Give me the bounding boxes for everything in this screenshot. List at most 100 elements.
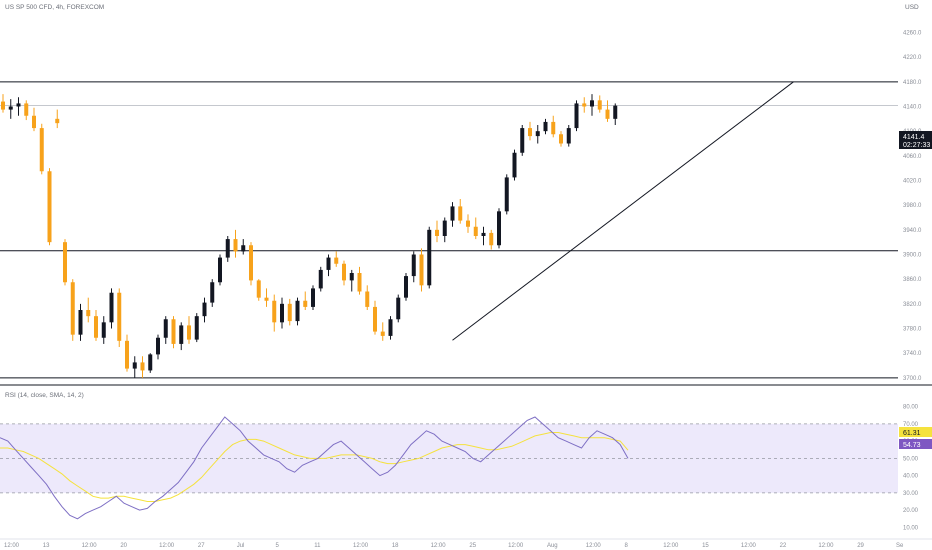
price-axis-tick: 3980.0 bbox=[903, 203, 922, 209]
price-axis-tick: 3940.0 bbox=[903, 228, 922, 234]
candle-body bbox=[551, 121, 556, 135]
candle-body bbox=[109, 292, 114, 323]
candle bbox=[187, 316, 191, 344]
candle-body bbox=[442, 220, 447, 236]
candle-body bbox=[373, 306, 377, 332]
candle-body bbox=[520, 128, 525, 153]
candle-body bbox=[140, 362, 145, 371]
candle bbox=[202, 297, 207, 323]
candle bbox=[551, 115, 556, 138]
candle-body bbox=[326, 257, 331, 270]
candle-body bbox=[24, 103, 29, 116]
price-pane[interactable] bbox=[0, 81, 932, 386]
candle bbox=[179, 322, 184, 351]
time-axis-tick: 12:00 bbox=[741, 543, 757, 549]
candle-body bbox=[86, 310, 91, 317]
candle-body bbox=[16, 103, 21, 107]
candle bbox=[318, 266, 323, 292]
candle bbox=[287, 298, 292, 326]
candle-body bbox=[94, 316, 98, 338]
chart-header: US SP 500 CFD, 4h, FOREXCOM bbox=[5, 4, 104, 11]
candle-body bbox=[481, 232, 486, 236]
candle bbox=[450, 202, 455, 227]
candle bbox=[24, 100, 29, 121]
rsi-axis-tick: 10.00 bbox=[903, 525, 919, 531]
candle bbox=[94, 310, 98, 341]
candle-body bbox=[497, 211, 501, 246]
candle-body bbox=[303, 300, 308, 307]
price-axis-tick: 3820.0 bbox=[903, 302, 922, 308]
candle bbox=[101, 316, 106, 344]
candle bbox=[489, 229, 494, 250]
candle-body bbox=[489, 232, 494, 246]
candle bbox=[342, 260, 346, 286]
time-axis-tick: 15 bbox=[702, 543, 709, 549]
candle-body bbox=[287, 303, 292, 322]
candle-body bbox=[280, 303, 284, 323]
candle-body bbox=[342, 263, 346, 281]
candle-body bbox=[241, 245, 246, 252]
candle bbox=[411, 251, 416, 283]
candle-body bbox=[466, 220, 470, 227]
rsi-line bbox=[0, 416, 629, 520]
candle-body bbox=[411, 254, 416, 277]
candle bbox=[32, 107, 36, 132]
price-axis-tick: 4140.0 bbox=[903, 105, 922, 111]
candle bbox=[16, 97, 21, 116]
price-axis-tick: 3700.0 bbox=[903, 376, 922, 382]
time-axis-tick: 12:00 bbox=[508, 543, 524, 549]
rsi-axis-tick: 40.00 bbox=[903, 474, 919, 480]
candle bbox=[365, 285, 370, 310]
candle-body bbox=[117, 292, 122, 341]
rsi-pane[interactable] bbox=[0, 416, 898, 520]
candle-body bbox=[63, 242, 67, 283]
candle bbox=[473, 217, 478, 240]
candle bbox=[295, 297, 300, 326]
ascending-trendline bbox=[452, 81, 794, 341]
candle-body bbox=[543, 121, 548, 132]
rsi-sma-line bbox=[0, 432, 629, 502]
rsi-value-tag: 61.31 bbox=[903, 430, 921, 437]
price-tag: 4141.4 02:27:33 bbox=[899, 131, 932, 149]
rsi-axis-tick: 50.00 bbox=[903, 456, 919, 462]
candle-body bbox=[8, 106, 13, 110]
candle-body bbox=[566, 128, 571, 144]
candle bbox=[241, 239, 246, 255]
time-axis-tick: 12:00 bbox=[159, 543, 175, 549]
candle-body bbox=[256, 280, 261, 298]
candle-body bbox=[225, 239, 230, 258]
candle-body bbox=[249, 245, 253, 281]
candle bbox=[520, 125, 525, 156]
candle-body bbox=[559, 134, 563, 144]
candle bbox=[163, 316, 168, 344]
time-axis-tick: Jul bbox=[237, 543, 245, 549]
candle-body bbox=[528, 128, 532, 137]
candle-body bbox=[365, 291, 370, 307]
candle-body bbox=[357, 273, 362, 292]
time-axis-tick: 29 bbox=[857, 543, 864, 549]
candle bbox=[419, 248, 424, 292]
candle-body bbox=[597, 100, 602, 110]
price-tag-countdown: 02:27:33 bbox=[903, 142, 930, 149]
candle bbox=[249, 242, 253, 286]
candle-body bbox=[295, 300, 300, 322]
candle-body bbox=[78, 310, 83, 335]
time-axis-tick: 18 bbox=[392, 543, 399, 549]
candle-body bbox=[55, 118, 60, 124]
candle bbox=[427, 226, 432, 289]
rsi-axis-tick: 20.00 bbox=[903, 508, 919, 514]
sma-value-tag: 54.73 bbox=[903, 442, 921, 449]
candle bbox=[63, 239, 67, 286]
candle bbox=[388, 316, 393, 340]
candle bbox=[543, 118, 548, 135]
price-axis-tick: 3740.0 bbox=[903, 351, 922, 357]
candle-body bbox=[396, 297, 401, 320]
candle bbox=[86, 297, 91, 323]
candle-body bbox=[233, 239, 238, 252]
candle bbox=[466, 214, 470, 233]
price-axis-tick: 4020.0 bbox=[903, 179, 922, 185]
candle-body bbox=[574, 103, 579, 129]
candle-body bbox=[605, 109, 610, 119]
candle-body bbox=[435, 229, 439, 236]
